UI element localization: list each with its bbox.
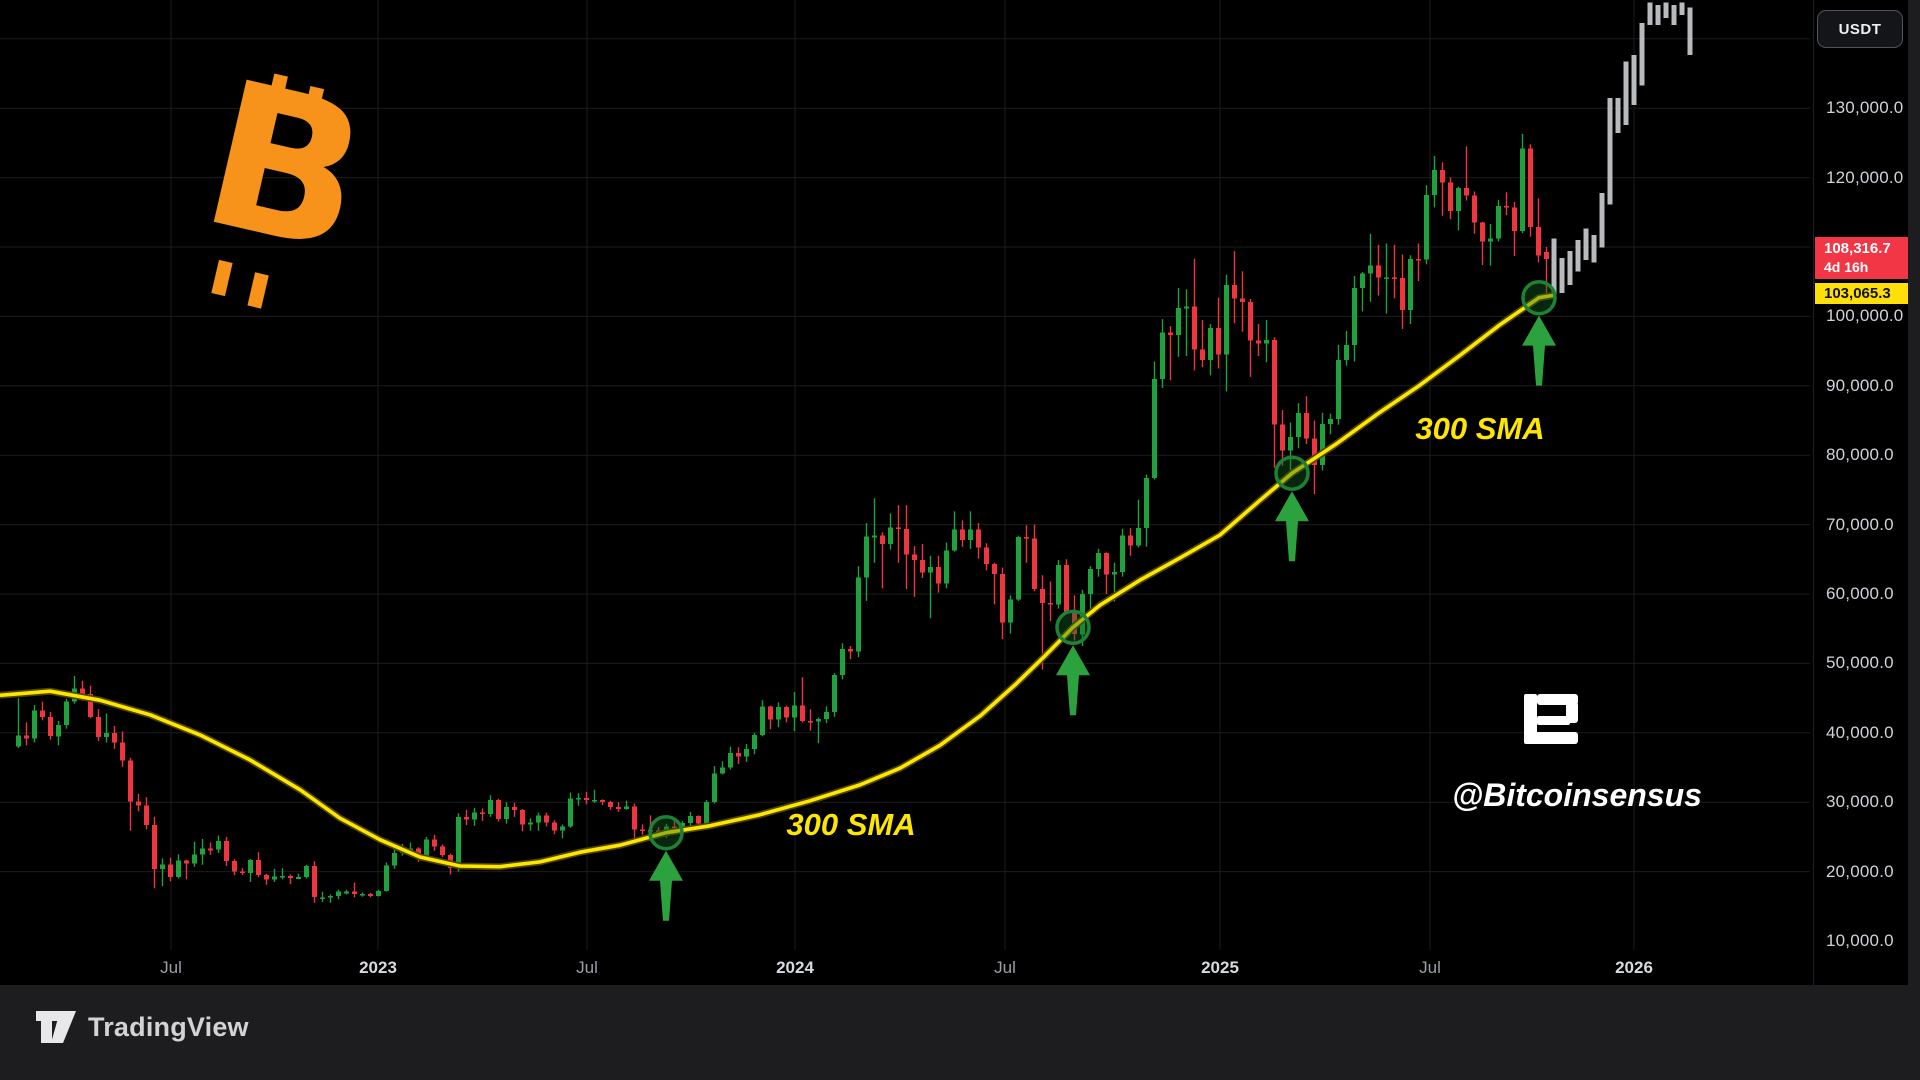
price-tick-label: 50,000.0 <box>1826 653 1894 672</box>
time-axis-label: Jul <box>994 958 1016 977</box>
time-axis-label: Jul <box>576 958 598 977</box>
time-axis-label: 2024 <box>776 958 814 977</box>
tradingview-wordmark: TradingView <box>88 1011 249 1042</box>
sma-touch-circle <box>648 814 684 851</box>
price-tick-label: 20,000.0 <box>1826 862 1894 881</box>
price-tick-label: 80,000.0 <box>1826 445 1894 464</box>
time-axis-label: Jul <box>160 958 182 977</box>
last-price-label: 108,316.7 4d 16h <box>1815 237 1908 279</box>
chart-plot-area[interactable] <box>0 0 1813 985</box>
sma-touch-circle <box>1055 609 1091 646</box>
buy-signal-arrow-icon <box>1522 315 1556 386</box>
sma-price-value: 103,065.3 <box>1824 285 1891 302</box>
candlestick-chart[interactable] <box>0 0 1813 985</box>
time-axis-label: 2026 <box>1615 958 1653 977</box>
time-axis-label: Jul <box>1419 958 1441 977</box>
buy-signal-arrow-icon <box>1056 645 1090 716</box>
sma-touch-circle <box>1274 455 1310 491</box>
symbol-currency-button[interactable]: USDT <box>1817 10 1903 48</box>
bottom-bar: TradingView <box>0 985 1920 1080</box>
price-tick-label: 40,000.0 <box>1826 723 1894 742</box>
last-price-value: 108,316.7 <box>1824 240 1891 257</box>
buy-signal-arrow-icon <box>649 850 683 921</box>
tradingview-logo[interactable]: TradingView <box>36 1011 249 1043</box>
projection-bars-layer <box>1551 2 1693 295</box>
price-tick-label: 60,000.0 <box>1826 584 1894 603</box>
sma-line <box>0 293 1557 869</box>
price-tick-label: 130,000.0 <box>1826 98 1904 117</box>
sma-touch-circle <box>1521 279 1557 316</box>
buy-signal-arrow-icon <box>1275 491 1309 562</box>
sma-price-label: 103,065.3 <box>1815 283 1908 304</box>
candles-layer <box>15 133 1550 903</box>
grid-layer <box>0 0 1810 950</box>
sma-line-halo <box>0 291 1557 871</box>
price-tick-label: 90,000.0 <box>1826 376 1894 395</box>
price-axis[interactable]: USDT 130,000.0120,000.0110,000.0100,000.… <box>1813 0 1908 985</box>
signals-layer <box>648 279 1557 921</box>
bitcoinsensus-b-icon <box>1524 694 1578 744</box>
sma-annotation-label: 300 SMA <box>1415 411 1545 446</box>
price-tick-label: 100,000.0 <box>1826 306 1904 325</box>
time-axis-label: 2025 <box>1201 958 1239 977</box>
price-tick-label: 70,000.0 <box>1826 515 1894 534</box>
sma-annotation-label: 300 SMA <box>786 807 916 842</box>
chart-background <box>0 0 1908 985</box>
watermark-handle: @Bitcoinsensus <box>1452 777 1702 813</box>
tradingview-mark-icon <box>36 1011 76 1043</box>
time-axis-label: 2023 <box>359 958 397 977</box>
bitcoinsensus-watermark: @Bitcoinsensus <box>1452 694 1702 814</box>
price-tick-label: 30,000.0 <box>1826 792 1894 811</box>
price-tick-label: 10,000.0 <box>1826 931 1894 950</box>
price-tick-label: 120,000.0 <box>1826 168 1904 187</box>
candle-countdown: 4d 16h <box>1824 259 1869 275</box>
